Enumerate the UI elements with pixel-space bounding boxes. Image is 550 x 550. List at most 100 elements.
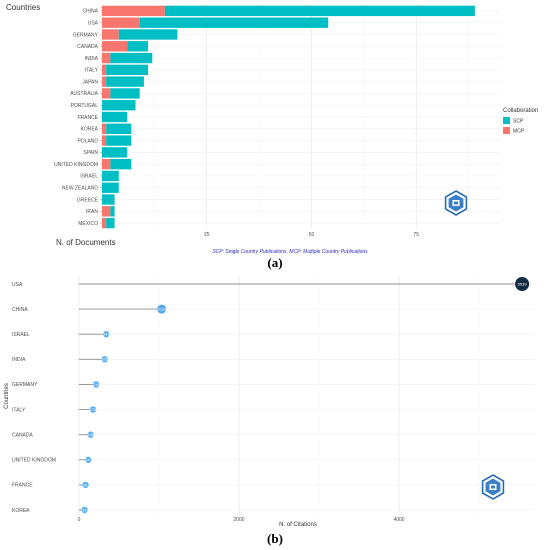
x-tick-label-4000: 4000 bbox=[393, 517, 404, 523]
lollipop-point-italy bbox=[89, 406, 97, 413]
y-tick-label-spain: SPAIN bbox=[83, 150, 98, 156]
bar-scp-italy bbox=[106, 64, 149, 76]
x-tick-label-0: 0 bbox=[78, 517, 81, 523]
bar-scp-japan bbox=[106, 76, 144, 87]
bar-mcp-australia bbox=[102, 88, 111, 99]
lollipop-value-label-italy: 175 bbox=[90, 407, 97, 412]
panel-a-y-tick-labels: CHINA USA GERMANY CANADA INDIA ITALY JAPAN AUST… bbox=[54, 9, 102, 227]
bar-mcp-germany bbox=[102, 29, 119, 40]
panel-a-grid bbox=[101, 5, 500, 229]
bar-scp-portugal bbox=[102, 100, 136, 111]
bar-mcp-india bbox=[102, 52, 111, 64]
y-tick-label-korea: KOREA bbox=[12, 508, 30, 514]
lollipop-value-label-israel: 341 bbox=[103, 332, 110, 337]
panel-b-grid bbox=[75, 276, 535, 516]
y-tick-label-italy: ITALY bbox=[12, 407, 26, 413]
bar-mcp-canada bbox=[102, 41, 128, 52]
panel-b-y-tick-labels: USA CHINA ISRAEL INDIA GERMANY ITALY CANADA UNI… bbox=[12, 282, 56, 514]
y-tick-label-china: CHINA bbox=[12, 307, 28, 313]
bar-mcp-korea bbox=[102, 123, 107, 134]
panel-b-x-tick-labels: 0 2000 4000 bbox=[78, 517, 405, 523]
y-tick-label-canada: CANADA bbox=[12, 432, 34, 438]
y-tick-label-new-zealand: NEW ZEALAND bbox=[62, 186, 99, 192]
x-tick-label-2000: 2000 bbox=[233, 517, 244, 523]
panel-a-bars bbox=[102, 5, 475, 229]
lollipop-point-germany bbox=[92, 381, 100, 388]
legend: Collaboration SCP MCP bbox=[503, 108, 538, 135]
bar-scp-israel bbox=[102, 170, 119, 182]
panel-a-title: Countries bbox=[6, 3, 40, 12]
bar-scp-china bbox=[164, 5, 475, 17]
bar-scp-iran bbox=[110, 206, 115, 217]
bar-scp-korea bbox=[106, 123, 132, 134]
y-tick-label-usa: USA bbox=[88, 20, 99, 26]
legend-title: Collaboration bbox=[503, 108, 538, 114]
lollipop-value-label-china: 1033 bbox=[157, 307, 167, 312]
panel-b-x-axis-title: N. of Citations bbox=[279, 522, 317, 528]
bar-mcp-united-kingdom bbox=[102, 158, 111, 170]
panel-b-chart: 5539 1033 341 321 214 175 146 117 81 69 USA CHINA I… bbox=[4, 276, 535, 546]
lollipop-value-label-india: 321 bbox=[101, 357, 108, 362]
y-tick-label-greece: GREECE bbox=[77, 197, 99, 203]
panel-a-x-tick-labels: 25 50 75 bbox=[204, 232, 419, 238]
bar-scp-greece bbox=[102, 194, 115, 205]
y-tick-label-japan: JAPAN bbox=[82, 79, 98, 85]
y-tick-label-france: FRANCE bbox=[77, 115, 98, 121]
y-tick-label-usa: USA bbox=[12, 282, 23, 288]
panel-b-lollipops: 5539 1033 341 321 214 175 146 117 81 69 bbox=[79, 277, 530, 514]
y-tick-label-korea: KOREA bbox=[80, 127, 98, 133]
y-tick-label-united-kingdom: UNITED KINGDOM bbox=[12, 458, 56, 464]
lollipop-value-label-france: 81 bbox=[83, 482, 88, 487]
legend-swatch-mcp bbox=[503, 127, 510, 134]
bar-mcp-italy bbox=[102, 64, 107, 76]
lollipop-value-label-germany: 214 bbox=[93, 382, 100, 387]
lollipop-value-label-canada: 146 bbox=[87, 432, 94, 437]
bar-scp-usa bbox=[139, 17, 329, 28]
bar-scp-india bbox=[110, 52, 153, 64]
panel-b-caption: (b) bbox=[267, 531, 283, 546]
panel-b-y-axis-title: Countries bbox=[4, 383, 10, 409]
x-tick-label-25: 25 bbox=[204, 232, 210, 238]
lollipop-point-china bbox=[157, 304, 167, 314]
bar-scp-france bbox=[102, 111, 128, 123]
lollipop-point-korea bbox=[81, 506, 88, 514]
lollipop-point-france bbox=[82, 481, 89, 489]
y-tick-label-germany: GERMANY bbox=[73, 32, 99, 38]
bar-scp-mexico bbox=[106, 217, 115, 229]
legend-label-scp: SCP bbox=[513, 119, 524, 125]
bar-scp-spain bbox=[102, 147, 128, 158]
y-tick-label-india: INDIA bbox=[85, 56, 99, 62]
lollipop-point-canada bbox=[87, 431, 94, 438]
y-tick-label-mexico: MEXICO bbox=[78, 221, 98, 227]
legend-swatch-scp bbox=[503, 117, 510, 124]
bar-mcp-iran bbox=[102, 206, 111, 217]
lollipop-point-usa bbox=[515, 277, 530, 291]
bar-mcp-mexico bbox=[102, 217, 107, 229]
lollipop-value-label-usa: 5539 bbox=[518, 281, 528, 286]
bar-scp-united-kingdom bbox=[110, 158, 132, 170]
y-tick-label-australia: AUSTRALIA bbox=[70, 91, 98, 97]
y-tick-label-germany: GERMANY bbox=[12, 382, 38, 388]
bar-scp-canada bbox=[127, 41, 149, 52]
bar-scp-germany bbox=[118, 29, 178, 40]
panel-a-chart: Countries CHINA USA GERMANY CANADA INDIA ITAL… bbox=[6, 3, 538, 270]
bar-mcp-china bbox=[102, 5, 165, 17]
bar-mcp-japan bbox=[102, 76, 107, 87]
lollipop-point-india bbox=[101, 356, 108, 363]
panel-a-caption: (a) bbox=[267, 255, 282, 270]
panel-a-x-axis-title: N. of Documents bbox=[56, 238, 116, 247]
bar-scp-australia bbox=[110, 88, 140, 99]
lollipop-value-label-korea: 69 bbox=[82, 507, 87, 512]
lollipop-point-israel bbox=[103, 331, 110, 338]
bar-mcp-poland bbox=[102, 135, 107, 146]
bar-mcp-usa bbox=[102, 17, 140, 28]
bar-scp-new-zealand bbox=[102, 182, 119, 193]
y-tick-label-canada: CANADA bbox=[77, 44, 99, 50]
y-tick-label-poland: POLAND bbox=[77, 138, 98, 144]
publisher-logo-icon bbox=[444, 190, 468, 216]
y-tick-label-france: FRANCE bbox=[12, 483, 33, 489]
y-tick-label-italy: ITALY bbox=[85, 68, 99, 74]
y-tick-label-israel: ISRAEL bbox=[12, 332, 30, 338]
lollipop-point-united-kingdom bbox=[85, 456, 92, 463]
